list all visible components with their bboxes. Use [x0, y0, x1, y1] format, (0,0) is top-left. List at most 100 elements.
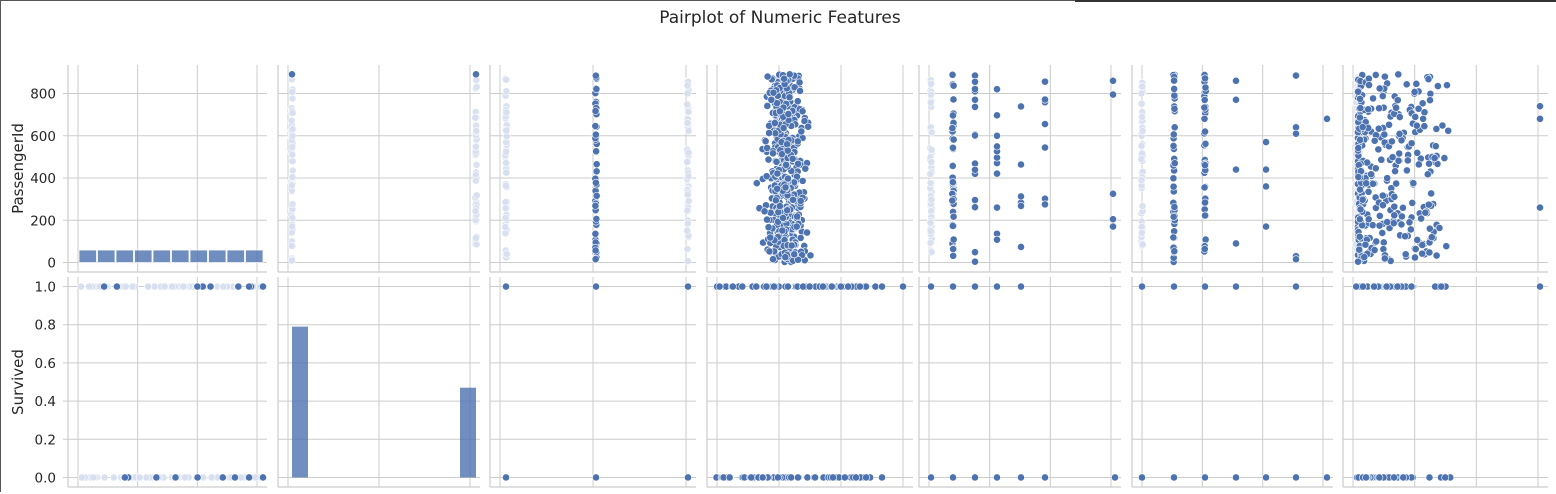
scatter-point [728, 282, 737, 291]
scatter-point [1170, 104, 1179, 113]
scatter-point [1374, 145, 1383, 154]
scatter-point [1360, 253, 1369, 261]
scatter-point [926, 227, 935, 236]
scatter-point [1201, 83, 1210, 92]
scatter-point [763, 215, 771, 224]
scatter-point [1403, 166, 1411, 175]
scatter-point [1292, 71, 1300, 80]
scatter-point [1292, 282, 1300, 291]
scatter-point [683, 81, 692, 90]
scatter-point [1362, 473, 1370, 482]
histogram-bar [97, 249, 116, 263]
scatter-point [1397, 220, 1406, 229]
scatter-point [1410, 88, 1419, 96]
scatter-point [1418, 99, 1427, 108]
scatter-point [949, 111, 957, 120]
scatter-point [804, 122, 813, 131]
scatter-point [591, 130, 600, 139]
scatter-point [806, 251, 815, 260]
scatter-point [787, 473, 796, 482]
scatter-point [789, 195, 797, 204]
scatter-point [591, 71, 600, 80]
scatter-point [1417, 214, 1426, 223]
scatter-point [245, 473, 253, 482]
scatter-point [1389, 219, 1398, 228]
scatter-point [1041, 120, 1049, 129]
scatter-point [1412, 79, 1421, 88]
scatter-point [1137, 99, 1146, 108]
scatter-point [592, 215, 601, 223]
scatter-point [1424, 200, 1433, 209]
scatter-point [502, 108, 511, 117]
scatter-point [1413, 148, 1422, 157]
scatter-point [993, 131, 1001, 140]
scatter-point [1432, 251, 1441, 260]
scatter-point [288, 214, 297, 223]
scatter-point [787, 241, 796, 250]
scatter-point [1402, 80, 1411, 89]
scatter-point [971, 282, 979, 291]
scatter-point [797, 127, 806, 136]
scatter-point [1431, 142, 1440, 151]
scatter-point [591, 122, 600, 130]
scatter-point [1041, 200, 1049, 209]
scatter-point [683, 219, 692, 228]
scatter-point [193, 282, 202, 291]
scatter-point [168, 282, 177, 291]
scatter-point [1354, 144, 1363, 152]
scatter-point [1355, 245, 1364, 254]
scatter-point [1425, 159, 1433, 168]
scatter-point [1262, 138, 1270, 146]
scatter-point [501, 214, 510, 223]
scatter-point [790, 250, 799, 259]
scatter-point [472, 160, 481, 169]
scatter-point [1041, 77, 1049, 86]
scatter-point [1137, 176, 1146, 185]
scatter-point [971, 196, 979, 204]
scatter-point [1426, 96, 1434, 105]
scatter-point [1377, 155, 1386, 164]
scatter-point [948, 124, 957, 133]
scatter-point [993, 235, 1001, 244]
scatter-point [1407, 282, 1416, 291]
scatter-point [1292, 473, 1300, 482]
scatter-point [811, 473, 819, 482]
window-edge [1075, 0, 1556, 2]
scatter-point [1399, 473, 1408, 482]
scatter-point [840, 473, 849, 482]
scatter-point [772, 157, 781, 166]
scatter-point [971, 473, 979, 482]
scatter-point [769, 255, 777, 264]
scatter-point [683, 226, 692, 235]
scatter-point [798, 107, 807, 116]
scatter-point [1354, 173, 1363, 181]
scatter-point [1170, 282, 1178, 291]
scatter-point [1169, 233, 1178, 242]
scatter-point [1369, 179, 1377, 188]
scatter-point [1356, 135, 1365, 144]
scatter-point [993, 169, 1001, 178]
scatter-point [927, 79, 935, 88]
scatter-point [77, 473, 86, 482]
scatter-point [715, 282, 724, 291]
scatter-point [287, 241, 296, 250]
scatter-point [206, 282, 215, 291]
scatter-point [1355, 232, 1364, 241]
scatter-point [784, 282, 792, 291]
scatter-point [1138, 127, 1147, 136]
scatter-point [926, 179, 935, 188]
scatter-point [472, 176, 480, 185]
scatter-point [502, 158, 510, 167]
scatter-point [591, 107, 600, 115]
scatter-point [472, 233, 480, 242]
scatter-point [502, 250, 511, 258]
scatter-point [1170, 159, 1179, 168]
scatter-point [1170, 91, 1179, 100]
scatter-point [501, 223, 510, 232]
scatter-point [591, 246, 600, 255]
scatter-point [1017, 282, 1025, 291]
scatter-point [1232, 95, 1240, 104]
scatter-point [971, 131, 979, 140]
